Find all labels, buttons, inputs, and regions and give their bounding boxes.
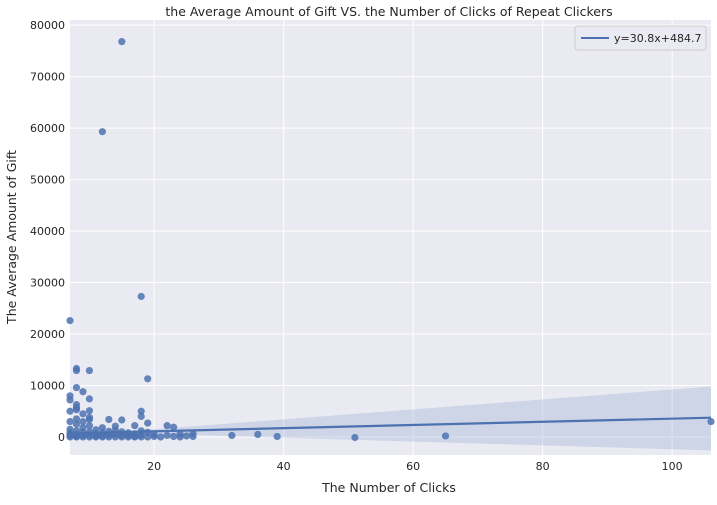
x-axis-label: The Number of Clicks	[321, 480, 456, 495]
y-tick-labels: 0 10000 20000 30000 40000 50000 60000 70000 8000…	[30, 19, 65, 444]
scatter-point	[182, 432, 191, 440]
scatter-point	[137, 292, 145, 301]
scatter-point	[66, 407, 74, 415]
y-tick-label: 30000	[30, 277, 65, 290]
scatter-point	[85, 395, 94, 403]
scatter-point	[169, 432, 178, 441]
scatter-point	[118, 38, 126, 46]
scatter-point	[254, 430, 262, 439]
scatter-point	[169, 423, 178, 431]
scatter-point	[707, 417, 715, 426]
scatter-point	[228, 431, 236, 440]
scatter-point	[150, 432, 158, 441]
y-tick-label: 10000	[30, 380, 65, 393]
scatter-point	[79, 388, 87, 396]
scatter-point	[85, 366, 94, 375]
scatter-point	[189, 432, 197, 441]
scatter-point	[85, 433, 94, 441]
scatter-point	[118, 433, 126, 441]
regression-line	[69, 416, 712, 435]
scatter-point	[157, 433, 165, 441]
y-tick-label: 70000	[30, 71, 65, 84]
scatter-point	[72, 366, 81, 375]
scatter-point	[124, 433, 132, 441]
x-tick-label: 100	[662, 460, 683, 473]
scatter-point	[176, 433, 184, 441]
scatter-point	[105, 415, 113, 424]
scatter-point	[72, 406, 81, 414]
scatter-point	[131, 433, 139, 441]
scatter-point	[79, 433, 87, 441]
y-tick-label: 0	[58, 431, 65, 444]
plot-background	[70, 20, 711, 455]
scatter-point	[85, 422, 94, 430]
scatter-point	[163, 431, 171, 440]
y-tick-label: 60000	[30, 122, 65, 135]
legend: y=30.8x+484.7	[574, 25, 707, 51]
x-tick-label: 40	[277, 460, 291, 473]
scatter-point	[441, 432, 450, 440]
y-tick-label: 40000	[30, 225, 65, 238]
scatter-point	[118, 416, 126, 424]
scatter-point	[92, 433, 100, 441]
scatter-point	[144, 375, 152, 383]
x-tick-label: 20	[147, 460, 161, 473]
scatter-point	[79, 417, 87, 426]
scatter-point	[137, 433, 145, 441]
scatter-point	[144, 419, 152, 427]
scatter-point	[72, 383, 81, 392]
scatter-point	[66, 317, 74, 325]
scatter-point	[85, 407, 94, 415]
scatter-point	[131, 422, 139, 430]
scatter-point	[111, 433, 119, 441]
y-tick-label: 20000	[30, 328, 65, 341]
scatter-point	[72, 433, 81, 441]
scatter-point	[105, 433, 113, 441]
scatter-point	[98, 128, 106, 136]
scatter-point	[72, 420, 81, 428]
y-tick-label: 80000	[30, 19, 65, 32]
scatter-point	[66, 433, 74, 441]
scatter-point	[66, 396, 74, 404]
scatter-point	[163, 422, 171, 430]
scatter-point	[351, 433, 359, 442]
scatter-point	[66, 417, 74, 426]
scatter-point	[98, 433, 106, 441]
chart-title: the Average Amount of Gift VS. the Numbe…	[165, 4, 612, 19]
scatter-point	[144, 433, 152, 441]
x-tick-label: 80	[536, 460, 550, 473]
legend-box	[574, 25, 707, 51]
regression-line-path	[69, 416, 712, 435]
x-tick-label: 60	[406, 460, 420, 473]
scatter-point	[137, 412, 145, 420]
scatter-point	[85, 415, 94, 424]
x-tick-labels: 20 40 60 80 100	[147, 460, 682, 473]
scatter-point	[137, 407, 145, 415]
scatter-point	[98, 424, 106, 432]
scatter-point	[273, 432, 281, 441]
y-axis-label: The Average Amount of Gift	[4, 150, 19, 325]
scatter-point	[79, 410, 87, 418]
y-tick-label: 50000	[30, 174, 65, 187]
legend-entry-regression: y=30.8x+484.7	[614, 32, 701, 45]
scatter-point	[72, 415, 81, 423]
